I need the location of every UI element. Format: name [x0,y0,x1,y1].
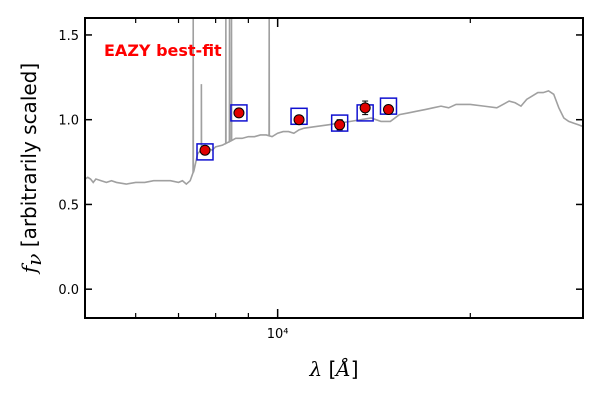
observed-photometry-point [382,104,394,116]
x-tick-label: 10⁴ [267,327,289,342]
observed-photometry-point [199,144,211,156]
observed-photometry-point [233,107,245,119]
model-photometry-box [196,143,214,161]
y-axis-label: fν [arbitrarily scaled] [17,63,46,275]
plot-area [85,18,583,186]
x-axis-label: λ [Å] [308,356,358,381]
model-photometry-box [330,114,349,132]
y-tick-label: 0.5 [58,198,79,213]
y-tick-label: 0.0 [58,283,79,298]
model-spectrum-line [85,18,583,186]
y-tick-label: 1.0 [58,114,79,129]
observed-photometry-point [359,102,371,114]
y-tick-label: 1.5 [58,29,79,44]
axis-ticks: 0.0 0.5 1.0 1.5 10⁴ [58,18,584,342]
observed-photometry-point [293,114,305,126]
annotation-text: EAZY best-fit [104,41,222,60]
model-photometry-box [230,104,248,122]
plot-frame [84,17,584,319]
observed-photometry-point [334,119,346,131]
